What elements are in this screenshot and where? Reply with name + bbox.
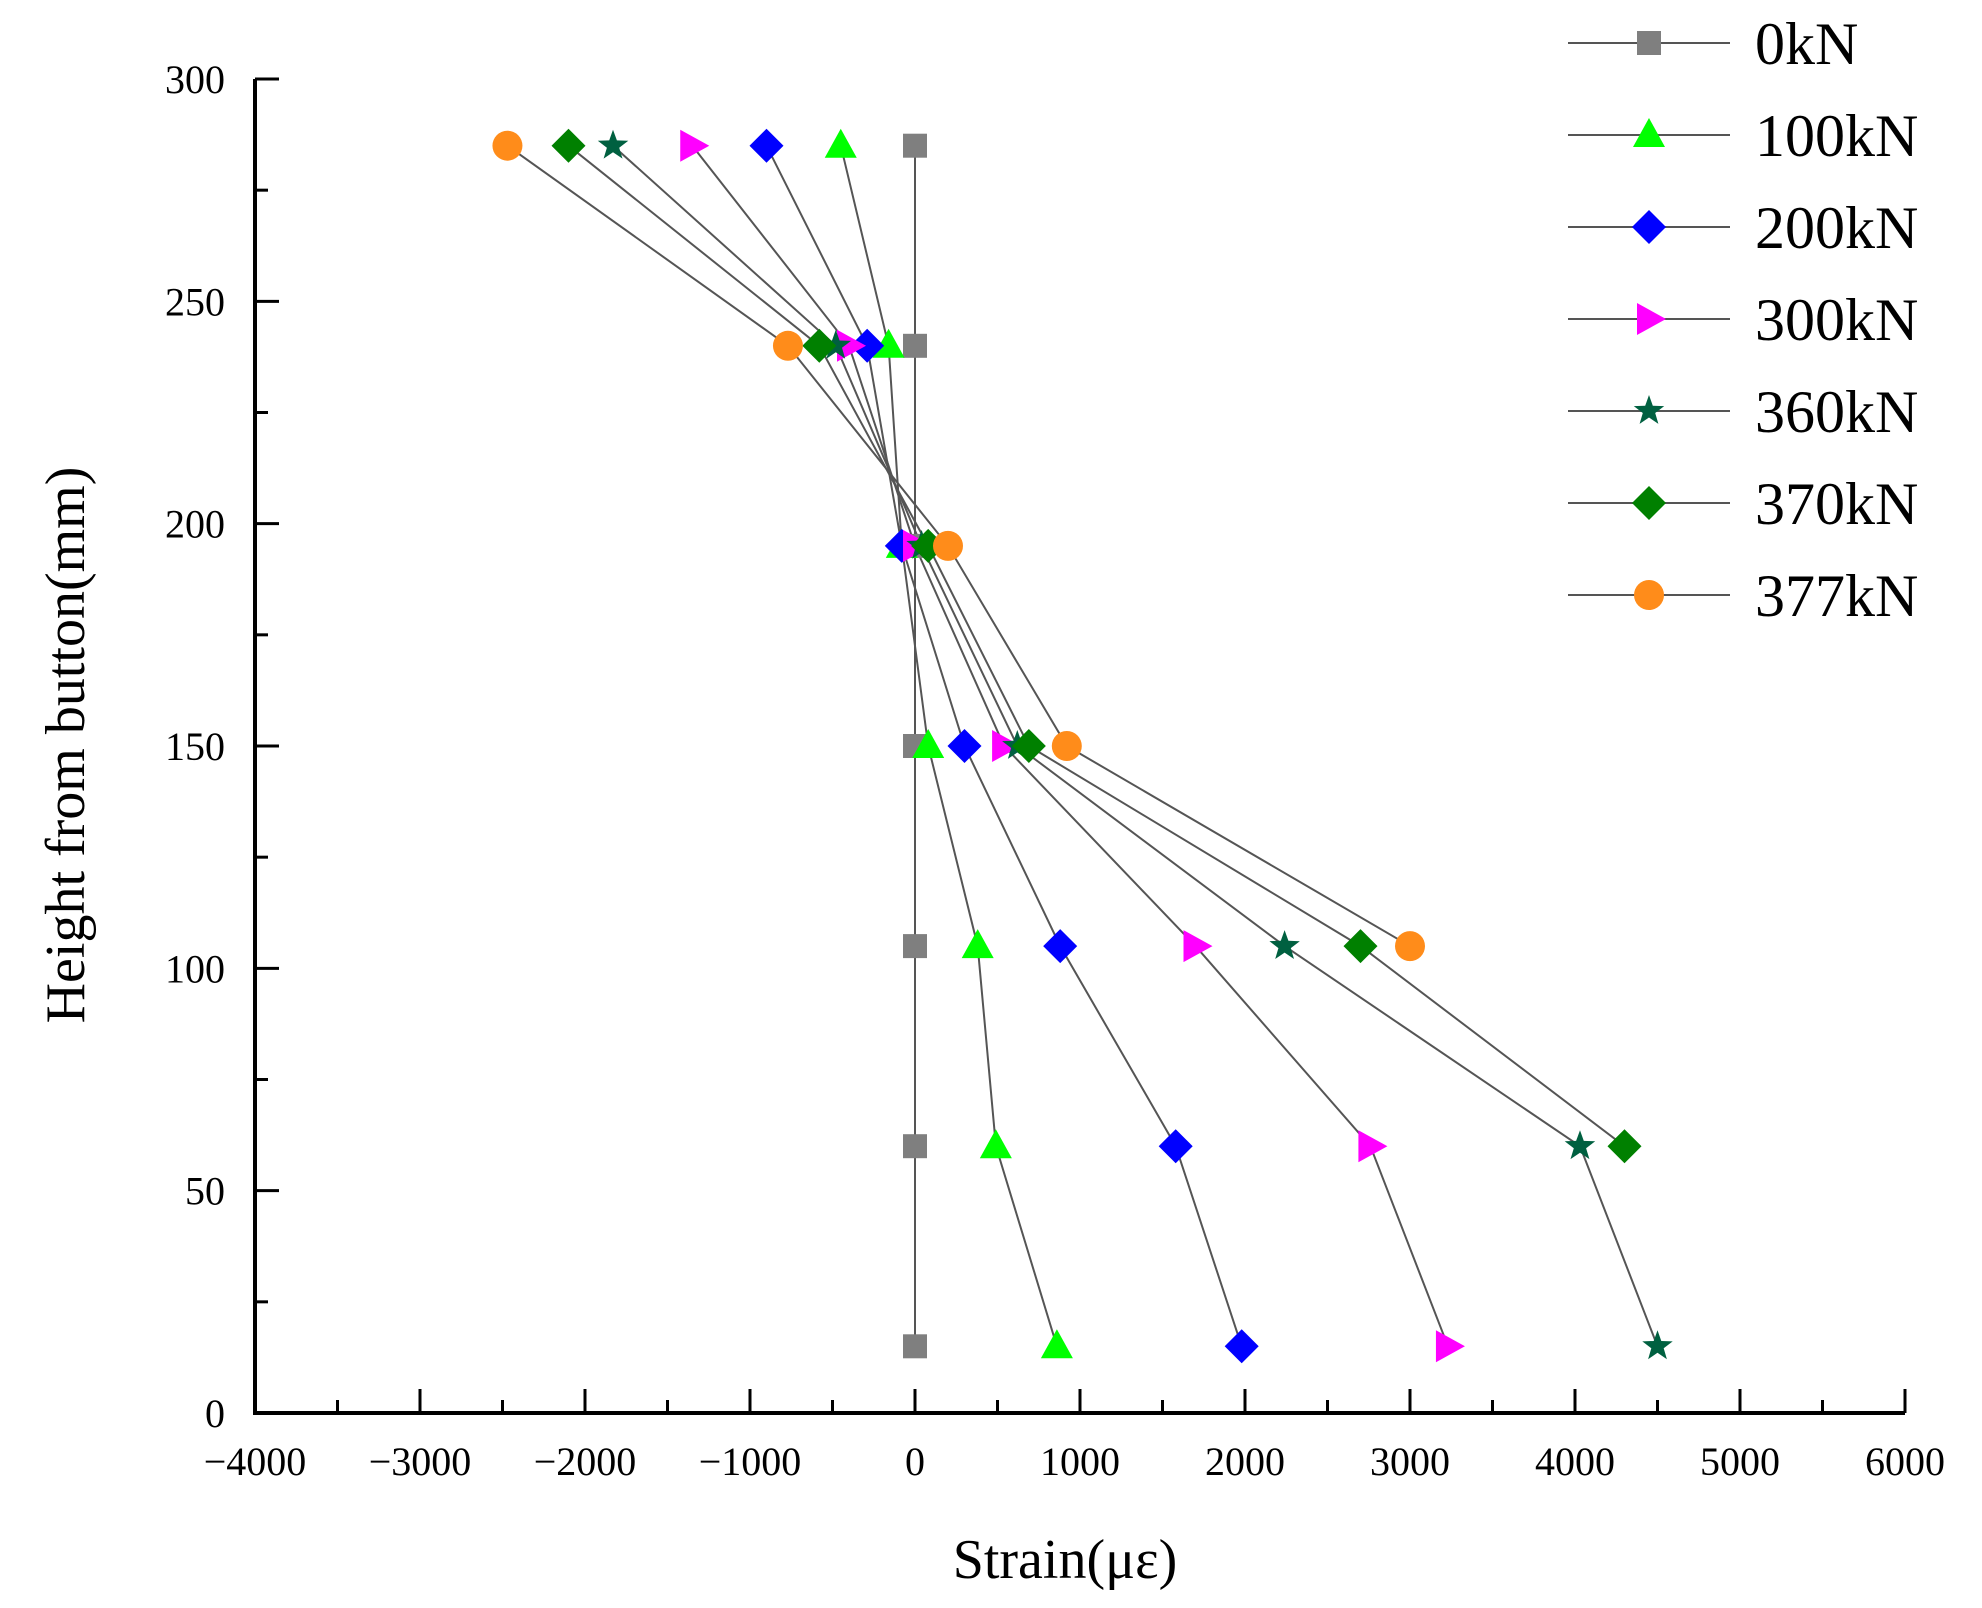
data-point-300kn <box>992 730 1022 762</box>
data-point-200kn <box>749 128 784 163</box>
data-point-377kn <box>772 330 803 361</box>
data-point-100kn <box>872 328 905 358</box>
legend-marker-370kn <box>1632 486 1666 520</box>
legend-marker-300kn <box>1637 303 1666 335</box>
data-point-300kn <box>680 129 710 162</box>
y-tick-label: 300 <box>165 57 225 102</box>
legend-label-0kn: 0kN <box>1755 11 1858 77</box>
x-tick-label: 3000 <box>1370 1439 1450 1484</box>
x-axis-title: Strain(με) <box>953 1529 1178 1591</box>
x-tick-label: 1000 <box>1040 1439 1120 1484</box>
y-tick-label: 250 <box>165 279 225 324</box>
data-point-300kn <box>1183 930 1213 963</box>
x-tick-label: −2000 <box>534 1439 637 1484</box>
data-point-200kn <box>850 328 885 363</box>
data-point-200kn <box>947 729 982 763</box>
data-point-200kn <box>1224 1329 1259 1364</box>
data-point-300kn <box>837 329 866 362</box>
legend-label-200kn: 200kN <box>1755 195 1918 261</box>
y-tick-label: 200 <box>165 502 225 547</box>
data-point-0kn <box>903 1334 927 1359</box>
y-tick-label: 150 <box>165 724 225 769</box>
data-point-0kn <box>903 1134 927 1159</box>
data-point-300kn <box>1358 1130 1388 1163</box>
legend-label-377kn: 377kN <box>1755 563 1918 629</box>
series-markers <box>492 128 1673 1364</box>
y-tick-label: 0 <box>205 1391 225 1436</box>
data-point-0kn <box>903 333 927 358</box>
legend-label-360kn: 360kN <box>1755 379 1918 445</box>
data-point-377kn <box>1051 731 1082 761</box>
legend-label-300kn: 300kN <box>1755 287 1918 353</box>
x-axis-ticks: −4000 −3000 −2000 −1000 0 1000 2000 3000 4000 500… <box>204 1389 1945 1484</box>
data-point-0kn <box>903 133 927 158</box>
series-lines <box>506 144 1659 1347</box>
data-point-100kn <box>824 128 857 158</box>
x-tick-label: 4000 <box>1535 1439 1615 1484</box>
data-point-370kn <box>1607 1129 1642 1164</box>
data-point-360kn <box>1642 1330 1673 1360</box>
data-point-370kn <box>802 328 837 363</box>
x-tick-label: 6000 <box>1865 1439 1945 1484</box>
legend-marker-100kn <box>1633 118 1665 147</box>
data-point-0kn <box>903 934 927 959</box>
data-point-300kn <box>1435 1330 1465 1363</box>
data-point-100kn <box>1040 1329 1073 1359</box>
data-point-360kn <box>597 129 629 159</box>
legend-marker-0kn <box>1637 31 1661 55</box>
data-point-200kn <box>1043 929 1078 964</box>
x-tick-label: −4000 <box>204 1439 307 1484</box>
legend-marker-200kn <box>1632 210 1666 244</box>
data-point-360kn <box>1269 930 1300 959</box>
x-tick-label: 0 <box>905 1439 925 1484</box>
series-line-370kn <box>567 144 1626 1147</box>
x-tick-label: 2000 <box>1205 1439 1285 1484</box>
legend-marker-360kn <box>1633 395 1665 424</box>
x-tick-label: −3000 <box>369 1439 472 1484</box>
y-tick-label: 50 <box>185 1169 225 1214</box>
legend: 0kN 100kN 200kN 300kN 360kN 370kN 377kN <box>1568 11 1918 629</box>
legend-label-370kn: 370kN <box>1755 471 1918 537</box>
data-point-377kn <box>492 130 523 161</box>
x-tick-label: 5000 <box>1700 1439 1780 1484</box>
data-point-377kn <box>1395 931 1425 962</box>
data-point-377kn <box>933 530 963 561</box>
data-point-370kn <box>1011 729 1046 763</box>
series-line-360kn <box>612 144 1659 1347</box>
data-point-200kn <box>1158 1129 1193 1164</box>
y-axis-ticks: 0 50 100 150 200 250 300 <box>165 57 279 1436</box>
data-point-100kn <box>979 1129 1012 1159</box>
data-point-360kn <box>820 329 851 359</box>
legend-marker-377kn <box>1634 580 1664 610</box>
data-point-100kn <box>912 729 945 758</box>
y-axis-title: Height from button(mm) <box>35 467 97 1024</box>
data-point-360kn <box>1564 1130 1596 1160</box>
data-point-100kn <box>961 929 994 959</box>
y-tick-label: 100 <box>165 946 225 991</box>
data-point-370kn <box>551 128 586 163</box>
x-tick-label: −1000 <box>699 1439 802 1484</box>
legend-label-100kn: 100kN <box>1755 103 1918 169</box>
data-point-370kn <box>1343 929 1378 964</box>
